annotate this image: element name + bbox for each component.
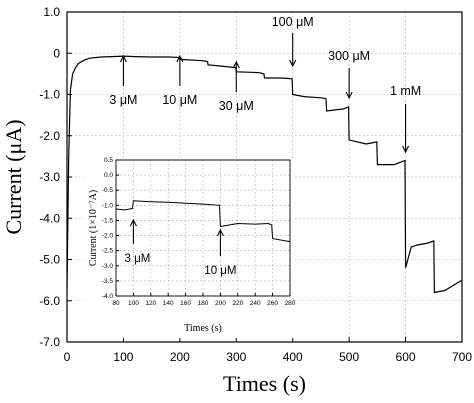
inset-annotation-label: 3 μM [125,253,151,265]
inset-x-axis-label: Times (s) [184,323,222,334]
inset-x-tick-label: 160 [180,300,191,307]
inset-x-tick-label: 80 [112,300,120,307]
main-x-tick-label: 300 [226,350,246,364]
main-x-tick-label: 600 [396,350,416,364]
inset-annotation-arrowhead [129,218,137,227]
inset-x-tick-label: 280 [285,300,296,307]
main-annotation-label: 3 μM [109,93,137,107]
inset-annotation-label: 10 μM [204,265,236,277]
inset-x-tick-label: 100 [128,300,139,307]
main-annotation-label: 300 μM [328,49,370,63]
main-y-tick-label: -1.0 [39,88,60,102]
inset-y-axis-label: Current (1×10⁻⁷A) [88,190,99,266]
main-x-tick-label: 500 [339,350,359,364]
main-x-tick-label: 0 [64,350,71,364]
main-annotation-arrowhead [402,145,410,154]
main-annotation-arrowhead [119,54,127,63]
inset-ticks: 80 100 120 140 160 180 200 220 240 260 280 0.5 0.0 -0… [102,157,296,307]
inset-series-line [115,200,291,243]
inset-x-tick-label: 120 [145,300,156,307]
main-annotation-label: 100 μM [272,15,314,29]
inset-annotation-arrowhead [216,228,224,237]
main-y-tick-label: -2.0 [39,129,60,143]
inset-y-tick-label: -4.0 [102,293,114,300]
main-plot-frame [66,11,463,343]
main-series-line [66,55,463,294]
main-annotation-label: 10 μM [162,93,197,107]
inset-y-tick-label: 0.5 [104,157,113,164]
main-y-tick-label: -5.0 [39,253,60,267]
main-ticks: 0 100 200 300 400 500 600 700 1.0 0 -1.0 -2.0 -3.0 -4… [39,5,472,364]
main-x-axis-label: Times (s) [223,371,306,396]
inset-background [84,158,294,338]
inset-y-tick-label: -1.0 [102,202,114,209]
inset-x-tick-label: 180 [198,300,209,307]
inset-y-tick-label: 0.0 [104,172,113,179]
inset-y-tick-label: -1.5 [102,217,114,224]
inset-y-tick-label: -0.5 [102,187,114,194]
main-y-tick-label: 1.0 [43,5,60,19]
main-y-axis-label: Current (μA) [1,119,26,234]
inset-y-tick-label: -3.5 [102,278,114,285]
inset-x-tick-label: 220 [232,300,243,307]
main-x-tick-label: 200 [170,350,190,364]
main-y-tick-label: -7.0 [39,335,60,349]
main-annotation-label: 30 μM [219,99,254,113]
inset-y-tick-label: -2.0 [102,233,114,240]
main-annotation-arrowhead [345,91,353,100]
main-annotation-label: 1 mM [390,84,421,98]
main-annotations: 3 μM 10 μM 30 μM 100 μM 300 μM 1 mM [109,15,421,154]
main-x-tick-label: 100 [113,350,133,364]
inset-y-tick-label: -2.5 [102,248,114,255]
main-annotation-arrowhead [176,54,184,63]
main-x-tick-label: 700 [452,350,472,364]
inset-x-tick-label: 200 [215,300,226,307]
main-x-tick-label: 400 [283,350,303,364]
inset-annotations: 3 μM 10 μM [125,218,237,277]
inset-x-tick-label: 240 [250,300,261,307]
inset-y-tick-label: -3.0 [102,263,114,270]
main-y-tick-label: -4.0 [39,211,60,225]
inset-x-tick-label: 260 [267,300,278,307]
main-y-tick-label: 0 [53,46,60,60]
main-y-tick-label: -6.0 [39,294,60,308]
main-y-tick-label: -3.0 [39,170,60,184]
inset-x-tick-label: 140 [163,300,174,307]
inset-plot-frame [115,159,291,297]
main-annotation-arrowhead [232,60,240,69]
main-annotation-arrowhead [289,59,297,68]
